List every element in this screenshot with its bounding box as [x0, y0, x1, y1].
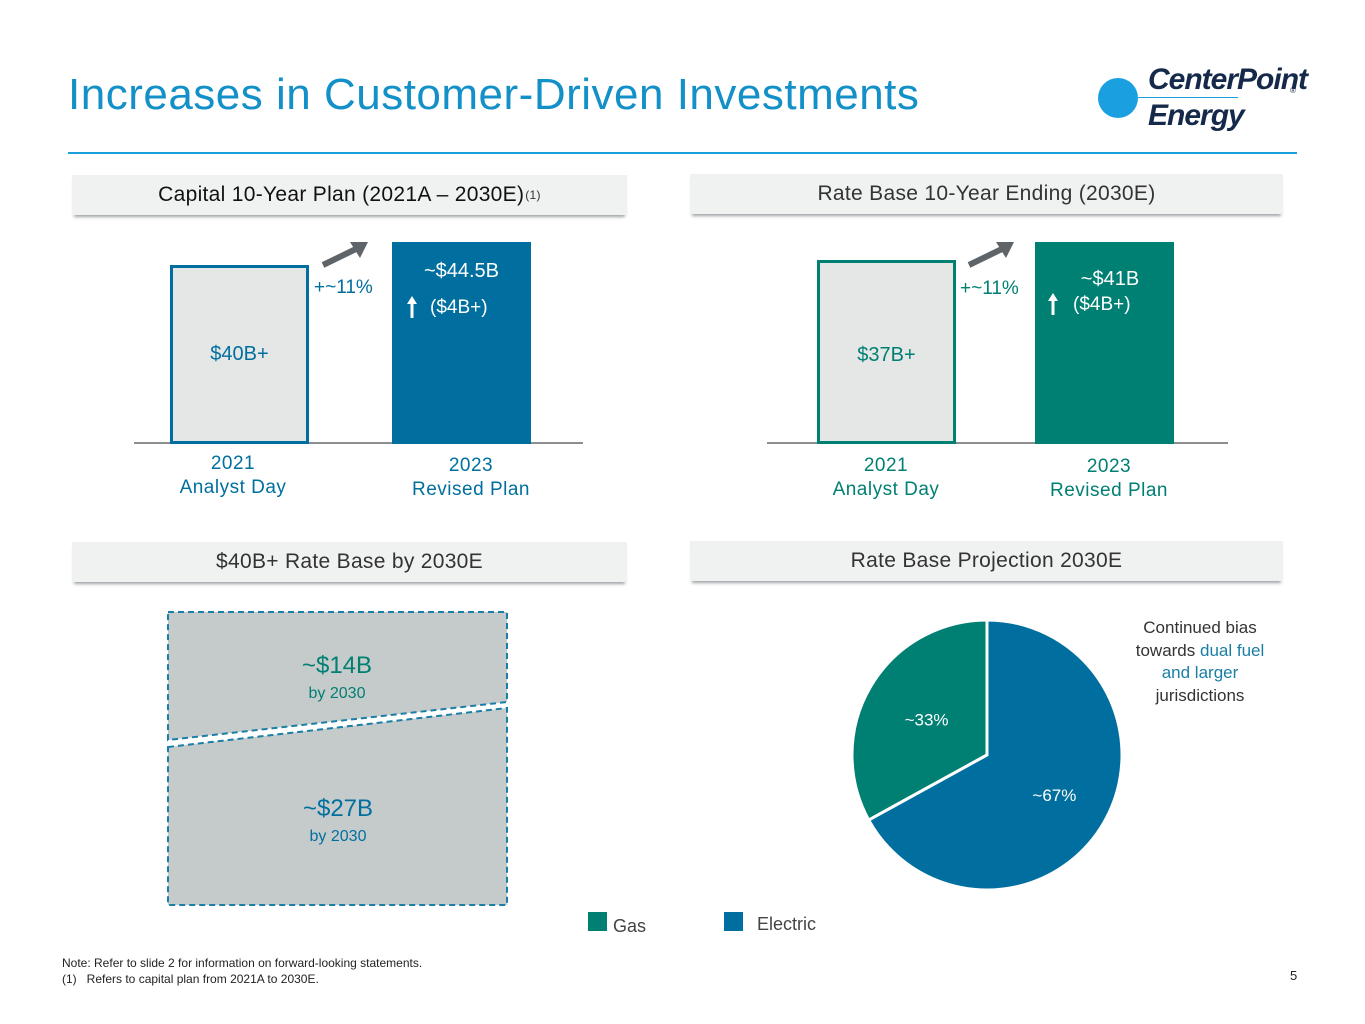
capital-x-year-2023: 2023 [448, 455, 494, 476]
capital-x-year-2021: 2021 [210, 453, 256, 474]
increase-arrow-icon [321, 242, 368, 268]
pie-chart: ~33% ~67% [850, 618, 1124, 892]
capital-bar-2023-sub: ($4B+) [430, 297, 488, 318]
pie-label-electric: ~67% [1032, 786, 1076, 805]
rate-base-bar-2023-label: ~$41B [1080, 268, 1140, 290]
pie-label-gas: ~33% [905, 710, 949, 729]
gas-segment [167, 611, 508, 742]
rate-base-ending-header: Rate Base 10-Year Ending (2030E) [690, 174, 1283, 214]
increase-arrow-icon [967, 242, 1014, 268]
rate-base-x-year-2023: 2023 [1086, 456, 1132, 477]
projection-note: Continued bias towards dual fuel and lar… [1110, 617, 1290, 707]
rate-base-bar-2023 [1035, 242, 1174, 444]
capital-bar-2021-label: $40B+ [210, 343, 269, 365]
gas-value: ~$14B [301, 652, 373, 679]
legend-gas-label: Gas [613, 916, 647, 936]
logo-line2: Energy [1148, 99, 1245, 132]
projection-note-line4: jurisdictions [1155, 685, 1245, 705]
rate-base-increase-label: +~11% [960, 278, 1019, 299]
footnote-ref: (1) Refers to capital plan from 2021A to… [62, 972, 319, 986]
logo-line1: CenterPoint [1148, 63, 1308, 96]
rate-base-x-name-2023: Revised Plan [1050, 480, 1168, 501]
projection-note-line1: Continued bias [1143, 618, 1257, 637]
legend-electric-label: Electric [757, 914, 817, 934]
page-number: 5 [1290, 968, 1298, 983]
footnote-note: Note: Refer to slide 2 for information o… [62, 956, 423, 970]
rate-base-x-year-2021: 2021 [863, 455, 909, 476]
capital-plan-header-text: Capital 10-Year Plan (2021A – 2030E) [158, 183, 525, 206]
electric-sub: by 2030 [309, 828, 367, 845]
up-arrow-icon [407, 296, 417, 318]
logo-line [1118, 97, 1238, 98]
capital-bar-2023-label: ~$44.5B [423, 260, 500, 282]
rate-base-x-label-2021: 2021 Analyst Day [805, 454, 967, 502]
projection-header: Rate Base Projection 2030E [690, 541, 1283, 581]
capital-plan-axis [134, 442, 583, 444]
projection-note-highlight1: dual fuel [1199, 640, 1265, 660]
rate-base-ending-axis [767, 442, 1228, 444]
rate-base-2030-header: $40B+ Rate Base by 2030E [72, 542, 627, 582]
logo: CenterPoint Energy [1148, 62, 1308, 134]
logo-icon [1098, 78, 1138, 118]
up-arrow-icon [1048, 293, 1058, 315]
capital-increase-label: +~11% [314, 277, 373, 298]
legend-gas-swatch [588, 912, 607, 931]
rate-base-x-name-2021: Analyst Day [832, 479, 940, 500]
logo-registered: ® [1290, 86, 1296, 95]
rate-base-bar-2021 [817, 260, 956, 444]
rate-base-split-graphic [167, 611, 508, 906]
electric-segment [167, 706, 508, 906]
rate-base-bar-2021-label: $37B+ [857, 344, 916, 366]
legend-electric-swatch [724, 912, 743, 931]
capital-x-label-2021: 2021 Analyst Day [152, 452, 314, 500]
capital-x-label-2023: 2023 Revised Plan [392, 454, 550, 502]
rate-base-bar-2023-sub: ($4B+) [1073, 294, 1131, 315]
page-title: Increases in Customer-Driven Investments [68, 70, 920, 119]
capital-bar-2023 [392, 242, 531, 444]
pie-slice-gas [850, 618, 989, 823]
rate-base-x-label-2023: 2023 Revised Plan [1030, 455, 1188, 503]
projection-note-highlight2: and larger [1161, 663, 1239, 682]
capital-bar-2021 [170, 265, 309, 444]
title-divider [68, 152, 1297, 154]
electric-value: ~$27B [302, 795, 374, 822]
capital-plan-footnote-ref: (1) [525, 188, 541, 202]
projection-note-line2a: towards [1135, 640, 1200, 660]
capital-plan-header: Capital 10-Year Plan (2021A – 2030E) (1) [72, 175, 627, 215]
capital-x-name-2021: Analyst Day [179, 477, 287, 498]
capital-x-name-2023: Revised Plan [412, 479, 530, 500]
pie-slice-electric [866, 618, 1124, 892]
gas-sub: by 2030 [308, 685, 366, 702]
